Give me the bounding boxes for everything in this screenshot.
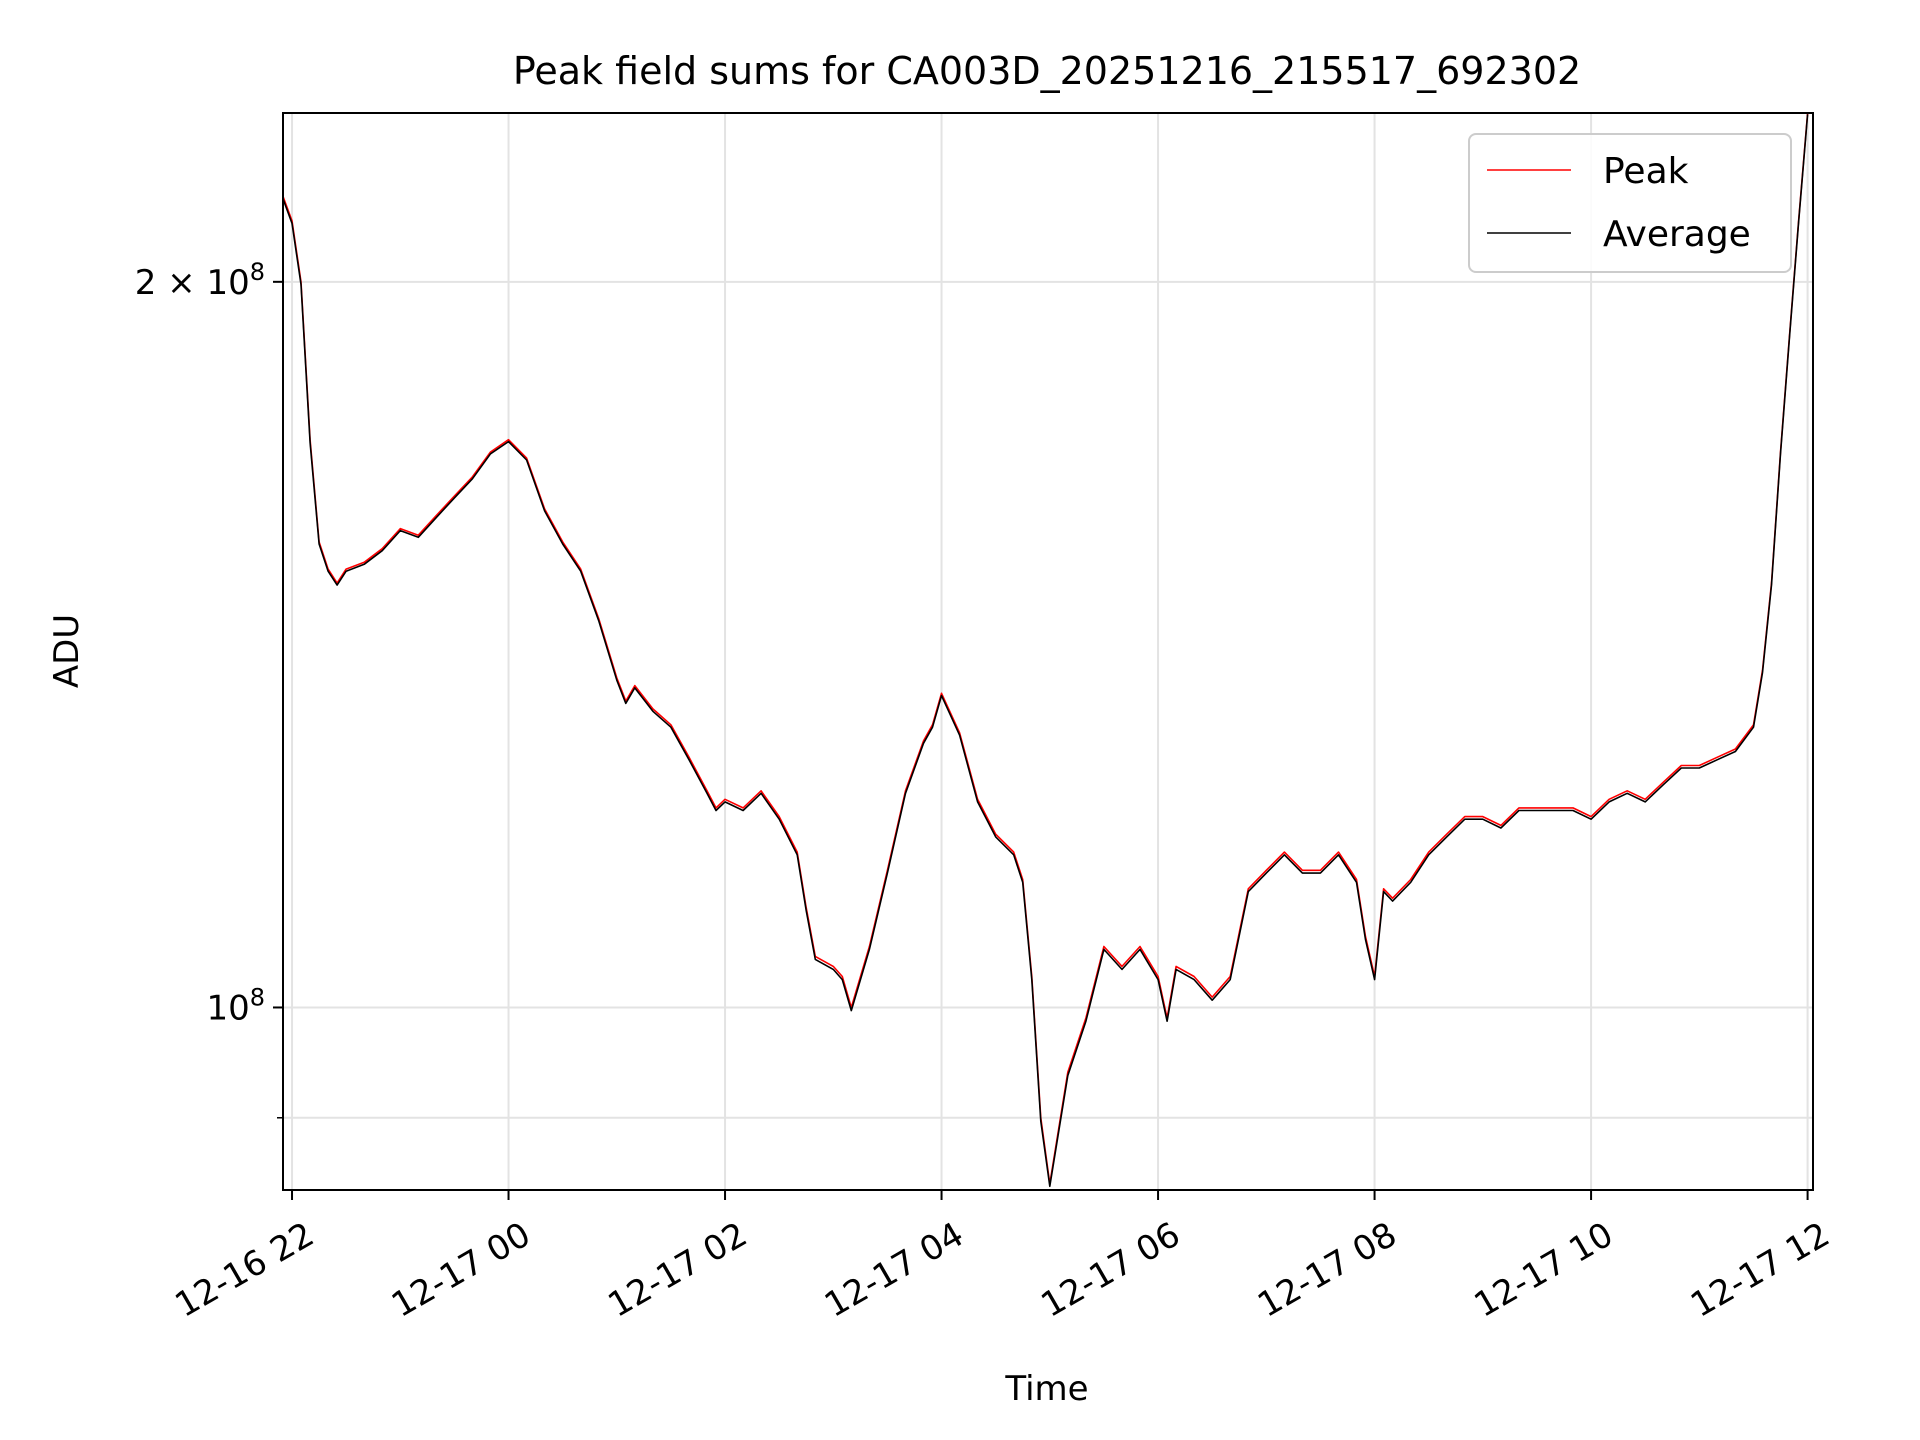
legend: Peak Average <box>1468 133 1792 273</box>
y-tick-label: 108 <box>206 983 265 1028</box>
y-axis: 2 × 108 108 <box>135 258 283 1119</box>
legend-box <box>1468 133 1792 273</box>
chart-title: Peak field sums for CA003D_20251216_2155… <box>513 49 1581 93</box>
series-line-average <box>283 114 1809 1188</box>
legend-label-peak: Peak <box>1603 151 1689 192</box>
grid <box>283 113 1813 1190</box>
plot-frame <box>282 112 1814 1191</box>
legend-label-average: Average <box>1603 214 1751 255</box>
y-axis-label: ADU <box>47 614 87 688</box>
y-tick-label: 2 × 108 <box>135 258 265 303</box>
series-layer <box>283 113 1809 1188</box>
x-axis-label: Time <box>1004 1369 1088 1409</box>
